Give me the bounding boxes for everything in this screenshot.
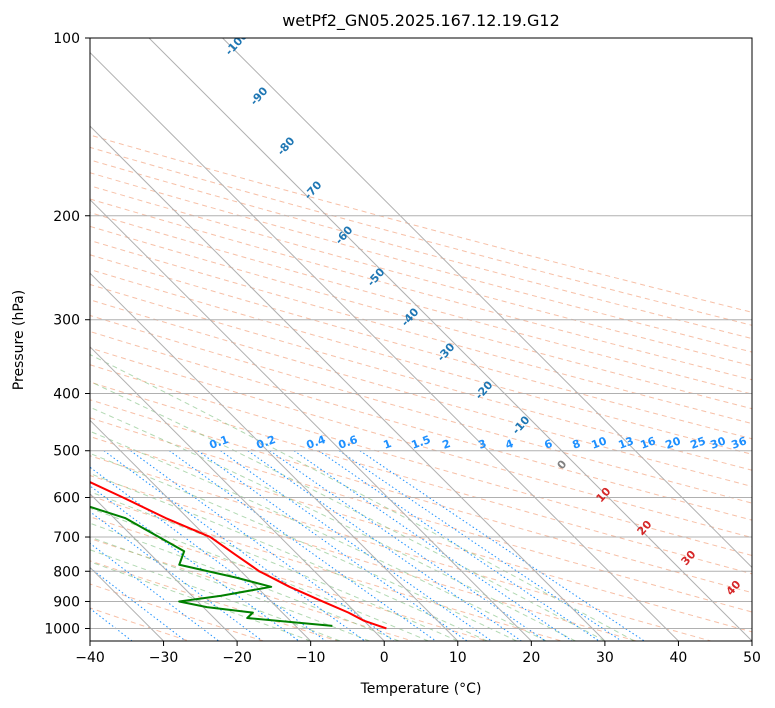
dry-adiabat-line — [90, 417, 752, 613]
mixing-ratio-label: 4 — [504, 437, 516, 452]
mixing-ratio-label: 0.4 — [305, 433, 328, 452]
y-axis-label: Pressure (hPa) — [11, 290, 27, 390]
mixing-ratio-line — [103, 450, 366, 641]
mixing-ratio-line — [90, 511, 263, 641]
y-tick-label: 300 — [53, 313, 80, 329]
dry-adiabat-line — [90, 254, 752, 440]
dry-adiabat-line — [90, 474, 637, 641]
x-tick-label: −30 — [149, 650, 179, 666]
x-tick-label: 30 — [596, 650, 614, 666]
moist-adiabat-line — [90, 380, 606, 641]
moist-adiabat-line — [90, 354, 635, 641]
dry-adiabat-line — [90, 495, 562, 641]
mixing-ratio-label: 0.2 — [255, 433, 278, 452]
x-tick-label: 10 — [449, 650, 467, 666]
dry-adiabat-line — [90, 381, 752, 575]
isotherm-line — [90, 419, 312, 641]
mixing-ratio-label: 8 — [571, 437, 583, 452]
x-tick-label: 50 — [743, 650, 761, 666]
dry-adiabat-line — [90, 159, 752, 340]
y-tick-label: 100 — [53, 31, 80, 47]
dry-adiabat-line — [90, 314, 752, 504]
mixing-ratio-label: 3 — [477, 437, 489, 452]
y-tick-label: 900 — [53, 594, 80, 610]
mixing-ratio-line — [247, 450, 522, 641]
moist-adiabat-line — [90, 473, 488, 641]
mixing-ratio-line — [90, 466, 327, 641]
isotherm-line — [90, 346, 385, 641]
mixing-ratio-label: 1.5 — [410, 433, 433, 452]
mixing-ratio-line — [318, 450, 600, 641]
x-tick-label: 0 — [380, 650, 389, 666]
x-tick-label: −10 — [296, 650, 326, 666]
x-axis-ticks: −40 −30 −20 −10 0 10 20 30 40 50 — [75, 641, 761, 666]
y-tick-label: 700 — [53, 530, 80, 546]
dry-adiabat-line — [90, 198, 752, 381]
series-layer — [90, 481, 387, 630]
x-tick-label: 20 — [522, 650, 540, 666]
dry-adiabat-line — [90, 436, 752, 633]
y-axis-ticks: 100 200 300 400 500 600 700 800 900 1000 — [44, 31, 90, 637]
dry-adiabat-line — [90, 212, 752, 395]
mixing-ratio-line — [90, 542, 220, 641]
y-tick-label: 1000 — [44, 621, 80, 637]
mixing-ratio-label: 30 — [709, 434, 728, 452]
mixing-ratio-label: 13 — [617, 434, 636, 451]
chart-title: wetPf2_GN05.2025.167.12.19.G12 — [282, 11, 560, 31]
isotherm-line — [90, 493, 238, 641]
grid — [90, 38, 752, 641]
mixing-ratio-line — [197, 450, 468, 641]
dry-adiabat-line — [90, 347, 752, 539]
y-tick-label: 400 — [53, 387, 80, 403]
dry-adiabat-line — [90, 399, 752, 594]
mixing-ratio-line — [338, 450, 622, 641]
sounding-line-1 — [90, 481, 387, 630]
x-tick-label: −40 — [75, 650, 105, 666]
mixing-ratio-label: 10 — [590, 434, 609, 452]
sounding-line-2 — [90, 505, 333, 627]
isotherm-line — [222, 38, 752, 569]
isotherm-line — [148, 38, 752, 641]
x-tick-label: 40 — [670, 650, 688, 666]
dry-adiabat-line — [90, 146, 752, 326]
dry-adiabat-line — [90, 268, 752, 455]
y-tick-label: 500 — [53, 444, 80, 460]
isotherm-line — [90, 198, 532, 641]
isotherm-line — [90, 272, 459, 641]
dry-adiabat-line — [90, 537, 413, 641]
mixing-ratio-label: 2 — [441, 437, 453, 452]
isotherm-line — [90, 51, 679, 641]
mixing-ratio-line — [169, 450, 437, 641]
isotherm-line — [90, 125, 606, 641]
mixing-ratio-label: 25 — [689, 434, 708, 451]
mixing-ratio-label: 16 — [639, 434, 658, 452]
mixing-ratio-label: 20 — [664, 434, 683, 452]
x-axis-label: Temperature (°C) — [360, 681, 482, 697]
mixing-ratio-label: 0.1 — [208, 433, 231, 452]
mixing-ratio-label: 36 — [730, 434, 749, 452]
y-tick-label: 800 — [53, 564, 80, 580]
x-tick-label: −20 — [222, 650, 252, 666]
y-tick-label: 200 — [53, 209, 80, 225]
plot-frame — [89, 37, 753, 642]
moist-adiabat-line — [90, 452, 517, 641]
y-tick-label: 600 — [53, 490, 80, 506]
mixing-ratio-label: 1 — [382, 437, 394, 452]
mixing-ratio-label: 0.6 — [337, 433, 360, 452]
mixing-ratio-label: 6 — [543, 437, 555, 452]
mixing-ratio-line — [269, 450, 546, 641]
moist-adiabat-line — [90, 406, 576, 641]
